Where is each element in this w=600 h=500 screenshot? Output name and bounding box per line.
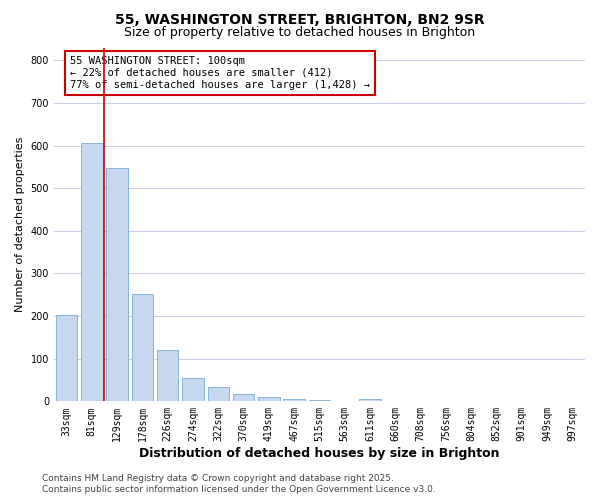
Bar: [208, 387, 229, 402]
Bar: [233, 394, 254, 402]
Y-axis label: Number of detached properties: Number of detached properties: [15, 136, 25, 312]
Bar: [283, 399, 305, 402]
Text: 55, WASHINGTON STREET, BRIGHTON, BN2 9SR: 55, WASHINGTON STREET, BRIGHTON, BN2 9SR: [115, 12, 485, 26]
Bar: [309, 400, 330, 402]
Bar: [359, 399, 381, 402]
Bar: [106, 168, 128, 402]
Bar: [182, 378, 204, 402]
Bar: [81, 142, 103, 402]
Bar: [56, 315, 77, 402]
Bar: [258, 397, 280, 402]
Bar: [131, 294, 153, 402]
Text: 55 WASHINGTON STREET: 100sqm
← 22% of detached houses are smaller (412)
77% of s: 55 WASHINGTON STREET: 100sqm ← 22% of de…: [70, 56, 370, 90]
Text: Contains HM Land Registry data © Crown copyright and database right 2025.
Contai: Contains HM Land Registry data © Crown c…: [42, 474, 436, 494]
Text: Size of property relative to detached houses in Brighton: Size of property relative to detached ho…: [124, 26, 476, 39]
Bar: [157, 350, 178, 402]
X-axis label: Distribution of detached houses by size in Brighton: Distribution of detached houses by size …: [139, 447, 500, 460]
